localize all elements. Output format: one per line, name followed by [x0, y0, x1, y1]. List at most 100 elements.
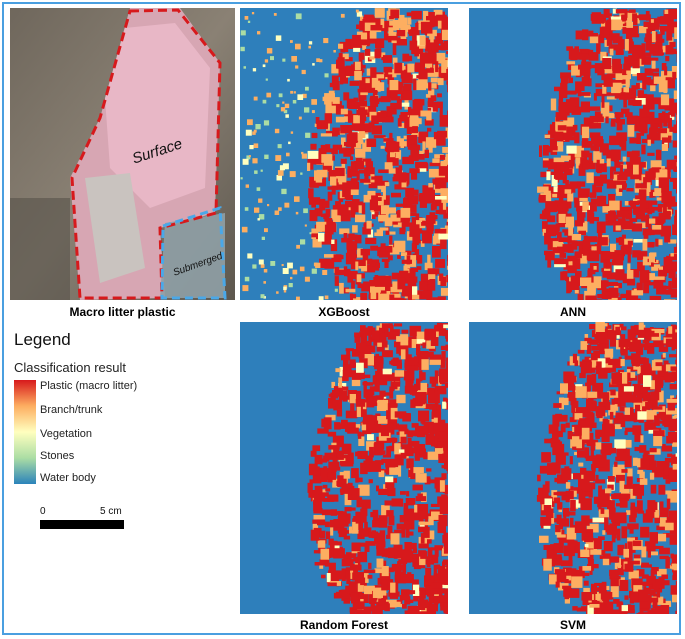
class-pixel: [400, 207, 411, 218]
class-pixel: [355, 511, 367, 523]
class-pixel: [370, 602, 375, 612]
class-pixel: [666, 398, 677, 403]
class-pixel: [576, 181, 586, 187]
class-pixel: [437, 522, 446, 534]
class-pixel: [340, 461, 351, 466]
class-pixel: [609, 569, 619, 577]
class-pixel: [342, 364, 351, 371]
class-pixel: [368, 122, 375, 128]
class-pixel: [549, 574, 561, 585]
class-pixel: [572, 124, 578, 131]
class-pixel: [549, 138, 557, 148]
class-pixel: [241, 226, 248, 233]
class-pixel: [409, 325, 422, 337]
class-pixel: [613, 464, 625, 473]
class-pixel: [246, 155, 251, 160]
class-pixel: [660, 30, 665, 35]
class-pixel: [340, 210, 351, 222]
class-pixel: [616, 115, 621, 124]
class-pixel: [609, 382, 621, 388]
class-pixel: [379, 227, 389, 231]
class-pixel: [398, 465, 402, 477]
class-pixel: [338, 386, 349, 391]
class-pixel: [390, 407, 398, 420]
class-pixel: [410, 115, 419, 127]
class-pixel: [611, 373, 622, 385]
class-pixel: [581, 126, 590, 139]
class-pixel: [427, 273, 436, 281]
class-pixel: [435, 331, 439, 338]
class-pixel: [672, 463, 677, 470]
class-pixel: [327, 468, 337, 472]
class-pixel: [432, 297, 438, 300]
class-pixel: [406, 491, 410, 497]
class-pixel: [626, 115, 638, 125]
class-pixel: [625, 17, 629, 24]
class-pixel: [659, 420, 663, 424]
class-pixel: [638, 417, 644, 423]
class-pixel: [283, 290, 287, 293]
class-pixel: [386, 33, 398, 41]
class-pixel: [556, 491, 567, 496]
class-pixel: [420, 601, 433, 607]
class-pixel: [334, 288, 338, 292]
class-pixel: [354, 235, 362, 244]
class-pixel: [443, 59, 448, 69]
class-pixel: [350, 132, 358, 143]
class-pixel: [431, 201, 437, 210]
class-pixel: [392, 297, 404, 300]
class-pixel: [557, 231, 562, 239]
class-pixel: [447, 432, 448, 439]
class-pixel: [316, 169, 328, 178]
class-pixel: [384, 372, 396, 382]
class-pixel: [418, 521, 431, 526]
class-pixel: [650, 117, 661, 128]
class-pixel: [429, 212, 436, 218]
class-pixel: [627, 263, 631, 276]
class-pixel: [560, 165, 565, 172]
class-pixel: [424, 328, 434, 339]
class-pixel: [616, 192, 623, 196]
class-pixel: [412, 294, 420, 300]
class-pixel: [599, 159, 605, 164]
class-pixel: [562, 585, 572, 589]
class-pixel: [315, 262, 321, 268]
class-pixel: [656, 592, 661, 598]
class-pixel: [408, 440, 420, 447]
class-pixel: [626, 32, 633, 39]
class-pixel: [338, 66, 347, 78]
class-pixel: [386, 154, 399, 166]
class-pixel: [601, 448, 607, 460]
class-pixel: [616, 471, 625, 483]
class-pixel: [434, 592, 439, 600]
class-pixel: [605, 322, 609, 333]
class-pixel: [647, 345, 655, 354]
class-pixel: [588, 49, 594, 60]
class-pixel: [381, 332, 387, 344]
class-pixel: [354, 333, 361, 343]
class-pixel: [389, 467, 399, 475]
class-pixel: [557, 125, 567, 131]
class-pixel: [351, 592, 359, 604]
class-pixel: [590, 145, 596, 151]
class-pixel: [663, 257, 673, 266]
class-pixel: [647, 152, 655, 156]
class-pixel: [364, 48, 371, 56]
class-pixel: [564, 381, 574, 391]
class-pixel: [578, 253, 588, 264]
class-pixel: [585, 295, 597, 300]
class-pixel: [649, 330, 659, 337]
class-pixel: [429, 347, 436, 352]
class-pixel: [333, 215, 341, 222]
class-pixel: [343, 598, 350, 604]
class-pixel: [384, 162, 393, 170]
class-pixel: [632, 457, 638, 466]
class-pixel: [387, 74, 394, 85]
class-pixel: [340, 589, 352, 594]
class-pixel: [399, 172, 407, 183]
class-pixel: [247, 119, 253, 126]
class-pixel: [265, 78, 268, 81]
class-pixel: [630, 203, 636, 209]
class-pixel: [328, 393, 335, 397]
class-pixel: [438, 515, 448, 527]
